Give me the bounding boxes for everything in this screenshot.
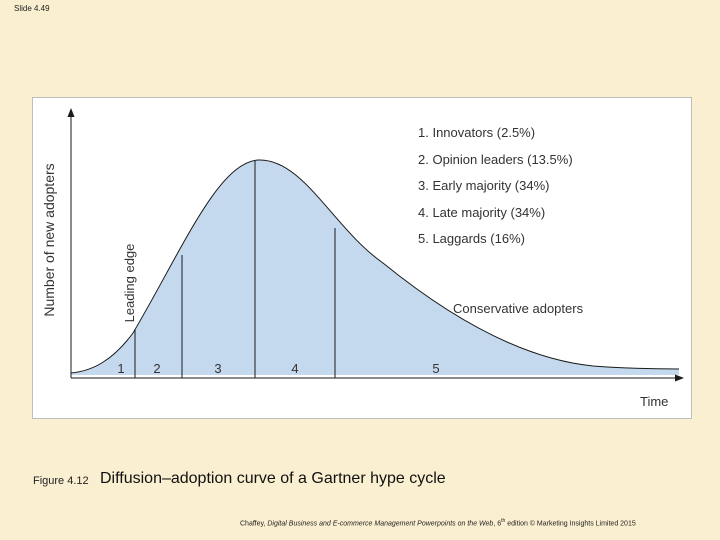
legend-item-late-majority: 4. Late majority (34%) <box>418 205 545 220</box>
leading-edge-label: Leading edge <box>122 244 137 323</box>
slide-number: Slide 4.49 <box>14 4 50 13</box>
diffusion-curve-figure: Number of new adopters Time Leading edge… <box>32 97 692 419</box>
legend-item-early-majority: 3. Early majority (34%) <box>418 178 549 193</box>
segment-label-5: 5 <box>432 361 439 376</box>
segment-label-4: 4 <box>291 361 298 376</box>
figure-number: Figure 4.12 <box>33 475 89 487</box>
segment-label-2: 2 <box>153 361 160 376</box>
credit-prefix: Chaffey, <box>240 520 268 528</box>
legend-item-laggards: 5. Laggards (16%) <box>418 231 525 246</box>
copyright-credit: Chaffey, Digital Business and E-commerce… <box>240 518 636 527</box>
legend-item-opinion-leaders: 2. Opinion leaders (13.5%) <box>418 152 573 167</box>
credit-suffix: edition © Marketing Insights Limited 201… <box>505 520 636 528</box>
legend-item-innovators: 1. Innovators (2.5%) <box>418 125 535 140</box>
segment-label-1: 1 <box>117 361 124 376</box>
y-axis-label: Number of new adopters <box>41 163 57 316</box>
credit-title: Digital Business and E-commerce Manageme… <box>267 520 494 528</box>
segment-label-3: 3 <box>214 361 221 376</box>
x-axis-label: Time <box>640 394 668 409</box>
y-axis-arrow <box>67 108 75 117</box>
x-axis-arrow <box>675 374 684 382</box>
adoption-curve-line <box>70 159 680 374</box>
credit-mid: , 6 <box>493 520 502 528</box>
conservative-adopters-label: Conservative adopters <box>453 301 584 316</box>
diffusion-curve-diagram: Number of new adopters Time Leading edge… <box>41 108 684 409</box>
figure-title: Diffusion–adoption curve of a Gartner hy… <box>100 470 446 487</box>
adoption-curve-area <box>71 159 679 375</box>
credit-sup: th <box>501 518 506 524</box>
